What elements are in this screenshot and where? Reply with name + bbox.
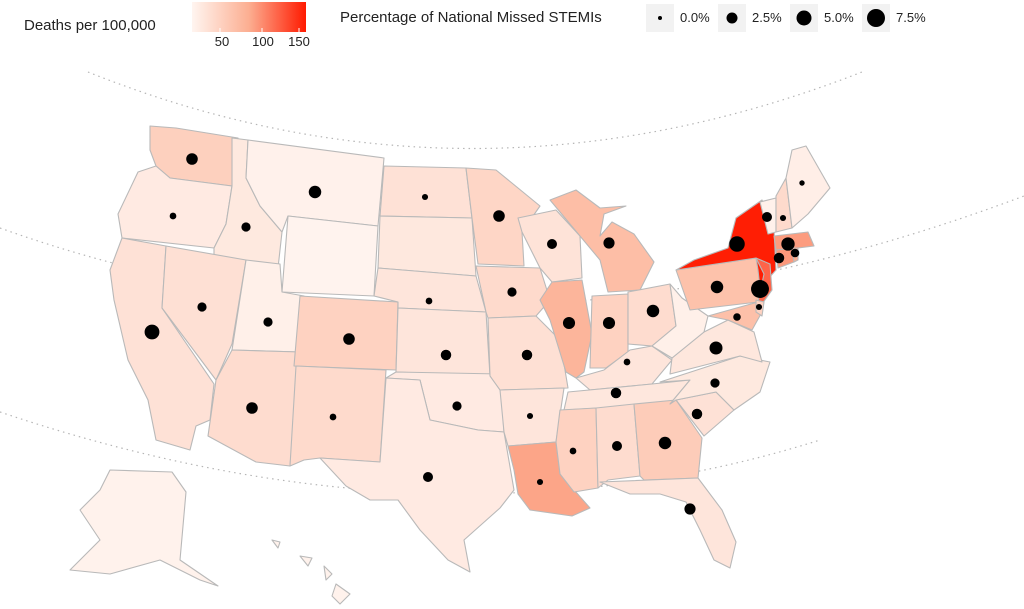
missed-stemi-dot-va xyxy=(709,341,723,355)
size-legend-title: Percentage of National Missed STEMIs xyxy=(340,9,602,26)
state-ak xyxy=(69,469,219,587)
missed-stemi-dot-mo xyxy=(521,349,533,361)
state-mi xyxy=(549,189,655,293)
state-me xyxy=(785,145,831,229)
missed-stemi-dot-ga xyxy=(658,436,672,450)
color-legend-bar xyxy=(192,2,306,32)
missed-stemi-dot-la xyxy=(536,478,544,486)
missed-stemi-dot-nh xyxy=(779,214,787,222)
state-nv xyxy=(161,245,247,381)
states-layer xyxy=(69,125,831,605)
state-wy xyxy=(281,215,379,297)
state-ma xyxy=(773,231,815,251)
size-key-label: 5.0% xyxy=(824,10,854,25)
missed-stemi-dot-pa xyxy=(710,280,724,294)
missed-stemi-dot-id xyxy=(241,222,251,232)
color-tick-label: 150 xyxy=(288,34,310,49)
missed-stemi-dot-mi xyxy=(603,237,615,249)
missed-stemi-dot-ky xyxy=(623,358,631,366)
missed-stemi-dot-wa xyxy=(186,153,198,165)
size-key-label: 7.5% xyxy=(896,10,926,25)
missed-stemi-dot-me xyxy=(799,180,805,186)
missed-stemi-dot-ma xyxy=(781,237,795,251)
missed-stemi-dot-il xyxy=(562,316,576,330)
size-key-dot xyxy=(867,9,885,27)
missed-stemi-dot-md xyxy=(733,313,741,321)
size-key-dot xyxy=(658,16,662,20)
size-key-dot xyxy=(796,10,812,26)
missed-stemi-dot-wi xyxy=(546,238,558,250)
state-co xyxy=(293,295,399,371)
missed-stemi-dot-al xyxy=(611,440,623,452)
color-tick-label: 100 xyxy=(252,34,274,49)
color-legend-title: Deaths per 100,000 xyxy=(24,17,156,34)
missed-stemi-dot-ar xyxy=(526,412,534,420)
missed-stemi-dot-ri xyxy=(790,248,800,258)
missed-stemi-dot-tn xyxy=(610,387,622,399)
missed-stemi-dot-nj xyxy=(751,280,769,298)
missed-stemi-dot-ny xyxy=(729,236,745,252)
size-key-dot xyxy=(726,12,738,24)
missed-stemi-dot-ct xyxy=(773,252,785,264)
state-ny xyxy=(675,199,777,289)
missed-stemi-dot-ms xyxy=(569,447,577,455)
missed-stemi-dot-nd xyxy=(421,193,429,201)
missed-stemi-dot-nv xyxy=(197,302,207,312)
size-legend: Percentage of National Missed STEMIs 0.0… xyxy=(340,4,926,32)
size-key-label: 2.5% xyxy=(752,10,782,25)
missed-stemi-dot-co xyxy=(343,333,355,345)
missed-stemi-dot-de xyxy=(755,303,763,311)
state-fl xyxy=(599,477,737,569)
missed-stemi-dot-nm xyxy=(329,413,337,421)
state-nm xyxy=(289,365,387,467)
size-key-label: 0.0% xyxy=(680,10,710,25)
missed-stemi-dot-sc xyxy=(691,408,703,420)
missed-stemi-dot-mn xyxy=(493,210,505,222)
state-tx xyxy=(319,377,515,573)
missed-stemi-dot-fl xyxy=(684,503,696,515)
missed-stemi-dot-in xyxy=(602,316,616,330)
state-nd xyxy=(379,165,473,219)
state-sd xyxy=(377,215,477,277)
missed-stemi-dot-ca xyxy=(144,324,160,340)
missed-stemi-dot-ks xyxy=(440,349,452,361)
missed-stemi-dots xyxy=(144,153,805,515)
state-ks xyxy=(395,307,491,377)
missed-stemi-dot-nc xyxy=(710,378,720,388)
missed-stemi-dot-mt xyxy=(308,185,322,199)
graticule xyxy=(0,71,1024,495)
color-tick-label: 50 xyxy=(215,34,229,49)
missed-stemi-dot-ok xyxy=(452,401,462,411)
missed-stemi-dot-az xyxy=(246,402,258,414)
missed-stemi-dot-tx xyxy=(422,471,434,483)
missed-stemi-dot-or xyxy=(169,212,177,220)
missed-stemi-dot-vt xyxy=(761,211,773,223)
missed-stemi-dot-ut xyxy=(263,317,273,327)
color-legend: Deaths per 100,000 50 100 150 xyxy=(24,2,310,49)
state-hi xyxy=(271,539,351,605)
missed-stemi-dot-ia xyxy=(507,287,517,297)
missed-stemi-dot-ne xyxy=(425,297,433,305)
missed-stemi-dot-oh xyxy=(646,304,660,318)
